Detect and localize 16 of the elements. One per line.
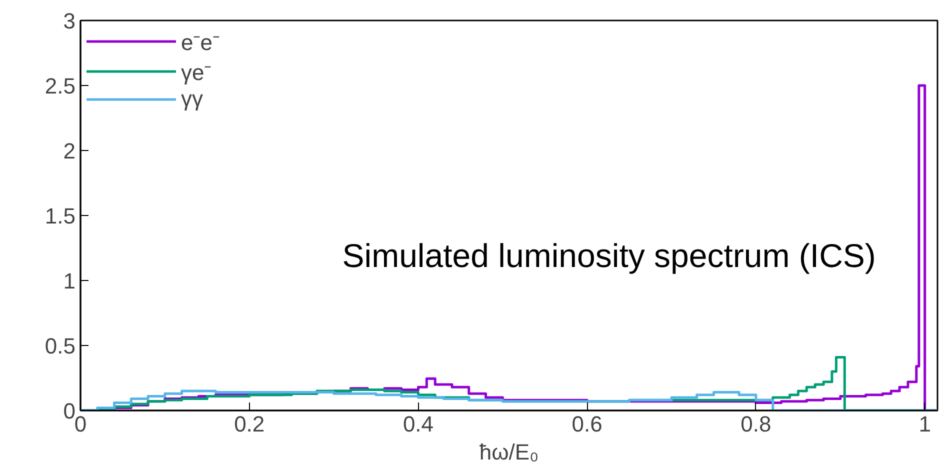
- x-tick-label: 0.6: [572, 412, 602, 436]
- y-tick-label: 2.5: [44, 74, 76, 98]
- annotation: Simulated luminosity spectrum (ICS): [342, 237, 876, 274]
- y-tick-label: 1.5: [44, 204, 76, 228]
- legend-label: e⁻e⁻: [181, 29, 220, 56]
- x-tick-label: 0.4: [402, 412, 434, 436]
- x-tick-label: 0.2: [234, 412, 265, 436]
- x-tick-label: 0.8: [740, 412, 772, 436]
- x-axis-title: ħω/E₀: [479, 440, 539, 464]
- y-tick-label: 3: [63, 8, 76, 34]
- legend-label: γe⁻: [181, 59, 212, 86]
- y-tick-label: 2: [63, 138, 76, 164]
- legend-label: γγ: [181, 86, 203, 112]
- y-tick-label: 0.5: [44, 334, 76, 358]
- y-tick-label: 1: [63, 268, 76, 294]
- x-tick-label: 1: [918, 412, 931, 436]
